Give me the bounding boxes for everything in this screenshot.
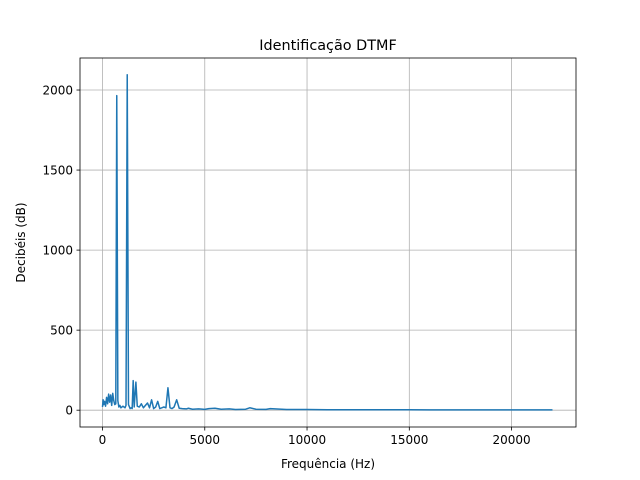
- y-tick-label: 2000: [42, 83, 73, 97]
- y-tick-label: 1000: [42, 243, 73, 257]
- x-tick-label: 5000: [189, 433, 220, 447]
- x-tick-label: 10000: [288, 433, 326, 447]
- y-tick-label: 0: [65, 403, 73, 417]
- plot-area: [101, 74, 553, 411]
- x-tick-label: 0: [99, 433, 107, 447]
- y-tick-label: 1500: [42, 163, 73, 177]
- x-axis-label: Frequência (Hz): [281, 457, 375, 471]
- chart-title: Identificação DTMF: [259, 38, 396, 54]
- spectrum-line: [101, 74, 553, 411]
- x-tick-label: 15000: [390, 433, 428, 447]
- x-tick-label: 20000: [492, 433, 530, 447]
- y-tick-label: 500: [50, 323, 73, 337]
- ticks: 0 5000 10000 15000 20000 0 500 1000 1500 2000: [42, 83, 530, 447]
- axes-frame: [79, 57, 577, 428]
- y-axis-label: Decibéis (dB): [14, 202, 28, 282]
